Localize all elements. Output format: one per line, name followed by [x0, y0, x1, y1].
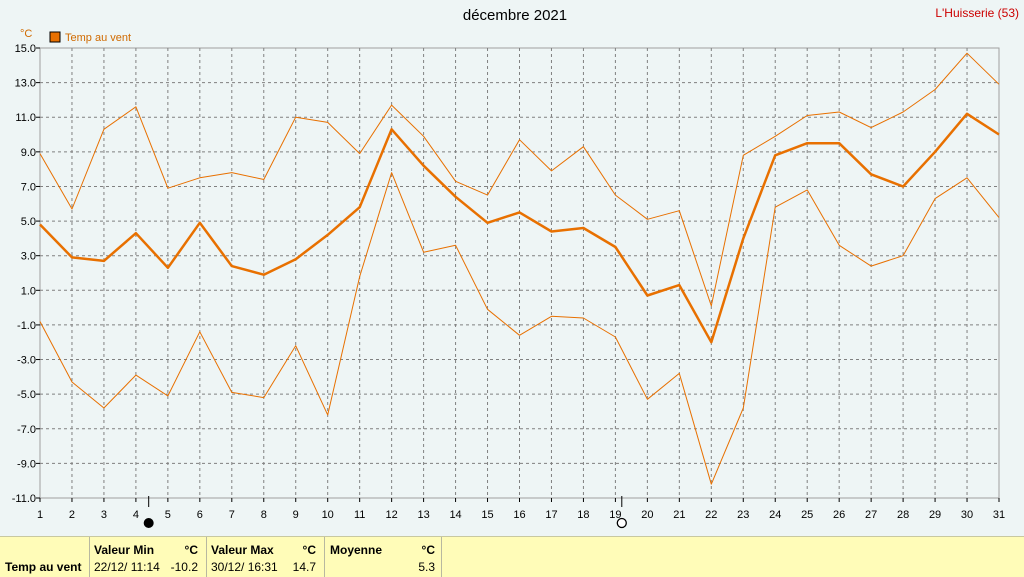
x-tick-label: 10 — [322, 509, 334, 521]
x-tick-label: 3 — [101, 509, 107, 521]
y-tick-label: 13.0 — [15, 78, 36, 90]
y-tick-label: -7.0 — [17, 424, 36, 436]
x-tick-label: 6 — [197, 509, 203, 521]
x-tick-label: 1 — [37, 509, 43, 521]
x-tick-label: 9 — [293, 509, 299, 521]
stats-mean-value: 5.3 — [418, 560, 435, 574]
stats-mean-unit: °C — [421, 543, 435, 557]
temperature-chart: décembre 2021 L'Huisserie (53) °C Temp a… — [12, 6, 1019, 529]
full-moon-icon — [616, 517, 627, 529]
x-tick-label: 22 — [705, 509, 717, 521]
x-tick-label: 25 — [801, 509, 813, 521]
x-tick-label: 21 — [673, 509, 685, 521]
y-tick-label: 1.0 — [21, 285, 36, 297]
y-tick-label: -9.0 — [17, 458, 36, 470]
x-tick-label: 29 — [929, 509, 941, 521]
y-tick-label: 3.0 — [21, 251, 36, 263]
stats-min-date: 22/12/ 11:14 — [94, 560, 160, 574]
x-tick-label: 12 — [386, 509, 398, 521]
x-tick-label: 31 — [993, 509, 1005, 521]
series-line-min — [39, 172, 1000, 485]
x-tick-label: 18 — [577, 509, 589, 521]
stats-max-value: 14.7 — [292, 560, 316, 574]
y-axis-unit: °C — [20, 28, 32, 40]
legend-label: Temp au vent — [65, 32, 131, 44]
stats-max-unit: °C — [302, 543, 316, 557]
x-tick-label: 7 — [229, 509, 235, 521]
stats-max-label: Valeur Max — [211, 543, 274, 557]
stats-row-label: Temp au vent — [5, 560, 82, 574]
stats-row-label-cell: Temp au vent — [0, 537, 90, 577]
stats-min-unit: °C — [184, 543, 198, 557]
x-tick-label: 19 — [609, 509, 621, 521]
stats-bar: Temp au vent Valeur Min °C 22/12/ 11:14 … — [0, 536, 1024, 577]
x-tick-label: 16 — [513, 509, 525, 521]
x-tick-label: 15 — [481, 509, 493, 521]
x-tick-label: 28 — [897, 509, 909, 521]
y-tick-label: -11.0 — [12, 493, 36, 505]
stats-min-label: Valeur Min — [94, 543, 155, 557]
y-tick-label: 15.0 — [15, 43, 36, 55]
y-tick-label: -5.0 — [17, 389, 36, 401]
stats-max-cell: Valeur Max °C 30/12/ 16:31 14.7 — [206, 537, 325, 577]
station-location: L'Huisserie (53) — [935, 6, 1019, 20]
x-tick-label: 27 — [865, 509, 877, 521]
new-moon-icon — [143, 518, 154, 528]
y-tick-label: 9.0 — [21, 147, 36, 159]
x-tick-label: 30 — [961, 509, 973, 521]
stats-min-cell: Valeur Min °C 22/12/ 11:14 -10.2 — [89, 537, 207, 577]
x-tick-label: 26 — [833, 509, 845, 521]
x-tick-label: 2 — [69, 509, 75, 521]
moon-phases — [143, 496, 627, 529]
x-tick-label: 8 — [261, 509, 267, 521]
chart-title: décembre 2021 — [463, 7, 567, 24]
y-tick-label: 7.0 — [21, 181, 36, 193]
y-axis: 15.0 13.0 11.0 9.0 7.0 5.0 3.0 1.0 -1.0 -3.0 -5.0 -… — [12, 43, 40, 505]
x-tick-label: 11 — [354, 509, 365, 521]
y-tick-label: 11.0 — [15, 112, 36, 124]
stats-max-date: 30/12/ 16:31 — [211, 560, 278, 574]
stats-mean-cell: Moyenne °C 5.3 — [324, 537, 442, 577]
y-tick-label: -3.0 — [17, 355, 36, 367]
series-line-mean — [39, 112, 1000, 344]
series-line-max — [39, 52, 1000, 307]
x-tick-label: 14 — [449, 509, 461, 521]
x-tick-label: 17 — [545, 509, 557, 521]
grid — [40, 48, 999, 498]
x-tick-label: 4 — [133, 509, 139, 521]
y-tick-label: 5.0 — [21, 216, 36, 228]
x-axis: 1 2 3 4 5 6 7 8 9 10 11 12 13 14 15 16 17 18 19 20 21 22 23 24 2… — [37, 498, 1005, 521]
x-tick-label: 5 — [165, 509, 171, 521]
stats-mean-label: Moyenne — [330, 543, 383, 557]
legend-swatch — [49, 31, 61, 43]
x-tick-label: 13 — [417, 509, 429, 521]
stats-min-value: -10.2 — [170, 560, 198, 574]
x-tick-label: 24 — [769, 509, 781, 521]
x-tick-label: 20 — [641, 509, 653, 521]
x-tick-label: 23 — [737, 509, 749, 521]
series-lines — [39, 52, 1000, 485]
y-tick-label: -1.0 — [17, 320, 36, 332]
